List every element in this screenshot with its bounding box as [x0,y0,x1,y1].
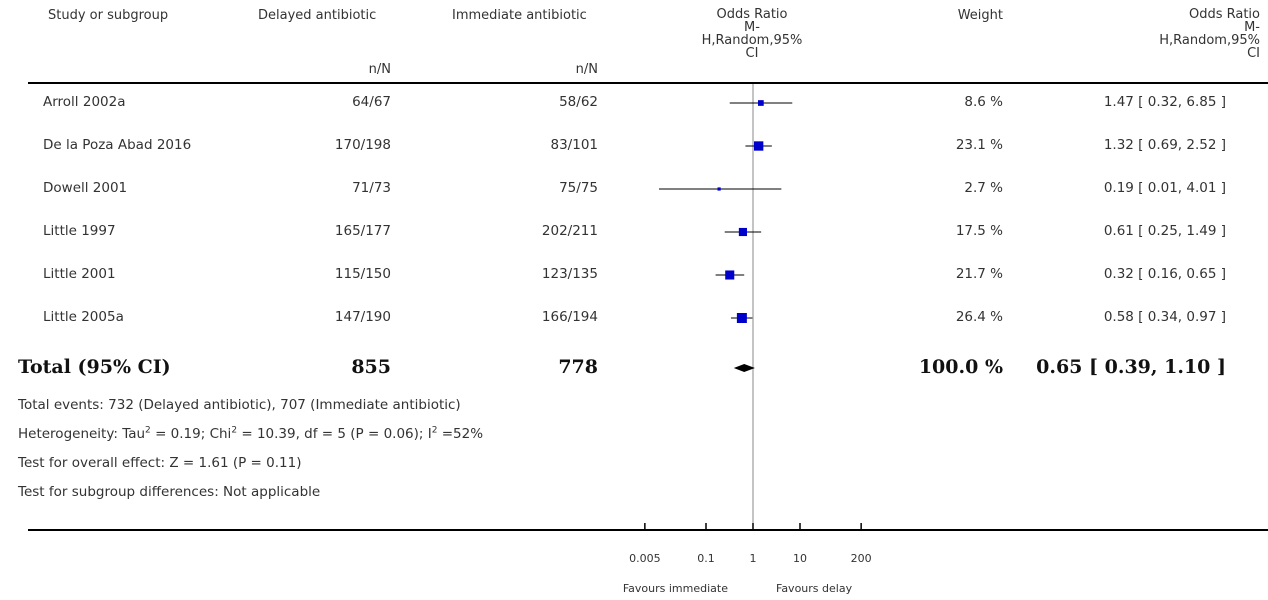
total-delayed: 855 [351,356,391,378]
header-weight: Weight [957,8,1003,23]
header-study: Study or subgroup [48,8,169,23]
footnote-overall-effect: Test for overall effect: Z = 1.61 (P = 0… [18,455,302,471]
het-sup: 2 [231,425,238,436]
header-or-plot-line3: H,Random,95% [701,33,803,48]
footnote-events: Total events: 732 (Delayed antibiotic), … [18,397,461,413]
header-or-text-line4: CI [1247,46,1260,61]
axis-tick-label: 0.1 [697,552,715,565]
het-part-a: Heterogeneity: Tau [18,426,146,442]
footnote-subgroup: Test for subgroup differences: Not appli… [18,484,321,500]
het-part-b: = 0.19; Chi [150,426,232,442]
header-or-plot: Odds Ratio M- H,Random,95% CI [667,8,837,60]
study-name: Dowell 2001 [43,180,128,196]
effect-marker [758,100,764,106]
het-sup: 2 [145,425,151,436]
study-or-ci: 0.32 [ 0.16, 0.65 ] [1103,266,1226,282]
study-or-ci: 0.61 [ 0.25, 1.49 ] [1103,223,1226,239]
study-name: Little 2001 [43,266,116,282]
delayed-events: 64/67 [352,94,391,110]
header-delayed: Delayed antibiotic [258,8,377,23]
study-name: Little 1997 [43,223,116,239]
effect-marker [717,187,721,191]
study-or-ci: 1.47 [ 0.32, 6.85 ] [1103,94,1226,110]
favours-left-label: Favours immediate [623,582,728,595]
study-weight: 8.6 % [964,94,1003,110]
study-name: Arroll 2002a [43,94,126,110]
header-immediate-n: n/N [575,62,598,77]
header-or-text-line2: M- [1244,20,1260,35]
immediate-events: 166/194 [541,309,598,325]
header-delayed-n: n/N [368,62,391,77]
effect-marker [736,313,747,323]
study-weight: 2.7 % [964,180,1003,196]
study-weight: 17.5 % [955,223,1003,239]
study-or-ci: 0.19 [ 0.01, 4.01 ] [1103,180,1226,196]
header-or-plot-line2: M- [744,20,760,35]
effect-marker [725,270,735,280]
total-or-ci: 0.65 [ 0.39, 1.10 ] [1036,356,1226,378]
immediate-events: 58/62 [559,94,598,110]
delayed-events: 170/198 [334,137,391,153]
axis-tick-label: 200 [851,552,872,565]
study-or-ci: 1.32 [ 0.69, 2.52 ] [1103,137,1226,153]
delayed-events: 115/150 [334,266,391,282]
favours-right-label: Favours delay [776,582,853,595]
header-or-text: Odds Ratio M- H,Random,95% CI [1159,8,1260,60]
delayed-events: 147/190 [334,309,391,325]
axis-tick-label: 1 [750,552,757,565]
study-weight: 23.1 % [955,137,1003,153]
effect-marker [738,227,747,237]
bottom-rule [28,529,1268,531]
delayed-events: 165/177 [334,223,391,239]
header-or-text-line1: Odds Ratio [1188,7,1260,22]
delayed-events: 71/73 [352,180,391,196]
header-immediate: Immediate antibiotic [452,8,587,23]
axis-tick-label: 0.005 [629,552,661,565]
immediate-events: 202/211 [541,223,598,239]
het-part-c: = 10.39, df = 5 (P = 0.06); I [237,426,432,442]
axis-tick-label: 10 [793,552,807,565]
header-or-plot-line4: CI [745,46,759,61]
footnote-heterogeneity: Heterogeneity: Tau2 = 0.19; Chi2 = 10.39… [18,426,483,442]
het-sup: 2 [431,425,438,436]
header-or-plot-line1: Odds Ratio [716,7,788,22]
immediate-events: 75/75 [559,180,598,196]
study-weight: 26.4 % [955,309,1003,325]
effect-marker [753,141,764,151]
total-immediate: 778 [558,356,598,378]
pooled-diamond [733,364,755,372]
study-or-ci: 0.58 [ 0.34, 0.97 ] [1103,309,1226,325]
study-weight: 21.7 % [955,266,1003,282]
total-label: Total (95% CI) [18,356,171,378]
study-name: De la Poza Abad 2016 [43,137,192,153]
total-weight: 100.0 % [918,356,1003,378]
header-rule [28,82,1268,84]
study-name: Little 2005a [43,309,124,325]
header-or-text-line3: H,Random,95% [1159,33,1260,48]
het-part-d: =52% [437,426,484,442]
immediate-events: 83/101 [550,137,599,153]
immediate-events: 123/135 [541,266,598,282]
